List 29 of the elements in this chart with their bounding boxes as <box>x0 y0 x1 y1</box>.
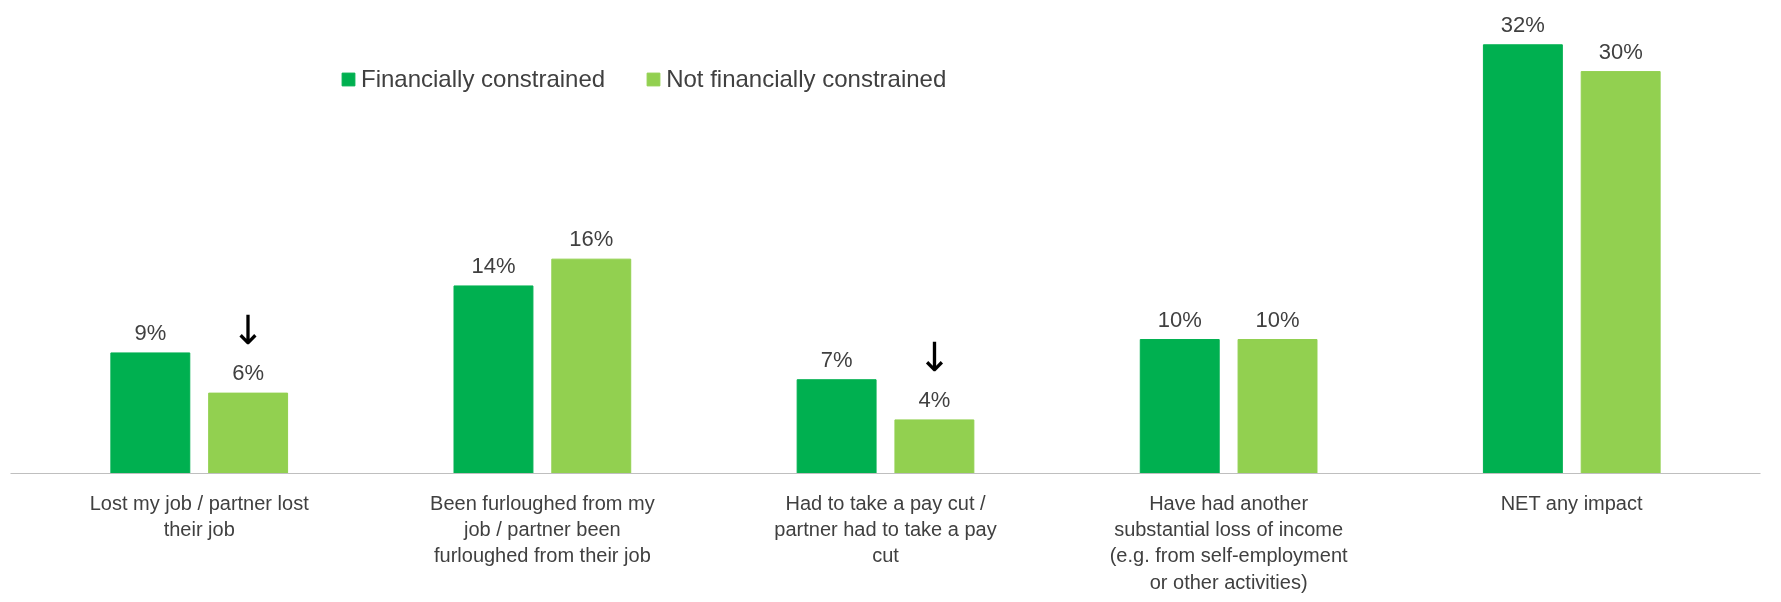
bar <box>1580 71 1661 474</box>
bar <box>1237 339 1318 474</box>
bar <box>1482 44 1563 474</box>
annotation: ↓ <box>917 333 952 380</box>
bar <box>208 392 289 474</box>
data-label: 14% <box>471 252 516 278</box>
data-label: 32% <box>1500 11 1545 37</box>
bar <box>110 352 191 474</box>
bar <box>894 419 975 474</box>
legend-label: Not financially constrained <box>666 65 947 93</box>
bar <box>551 258 632 474</box>
legend-label: Financially constrained <box>361 65 606 93</box>
x-tick-label: Lost my job / partner lost their job <box>89 491 310 540</box>
x-tick-label: Had to take a pay cut / partner had to take a pay cut <box>774 491 997 567</box>
data-label: 10% <box>1255 306 1300 332</box>
data-label: 30% <box>1598 38 1643 64</box>
bar <box>1139 339 1220 474</box>
x-tick-label: Have had another substantial loss of income (e.g. from self-employment or other activities) <box>1109 491 1349 593</box>
data-label: 10% <box>1157 306 1202 332</box>
x-tick-label: NET any impact <box>1500 491 1643 514</box>
data-label: 6% <box>232 360 265 386</box>
bar <box>453 285 534 474</box>
data-label: 4% <box>918 386 951 412</box>
data-label: 7% <box>820 346 853 372</box>
bar <box>796 379 877 474</box>
data-label: 16% <box>569 226 614 252</box>
data-label: 9% <box>134 319 167 345</box>
annotation: ↓ <box>231 307 265 354</box>
x-tick-label: Been furloughed from my job / partner been furloughed from their job <box>430 491 655 567</box>
